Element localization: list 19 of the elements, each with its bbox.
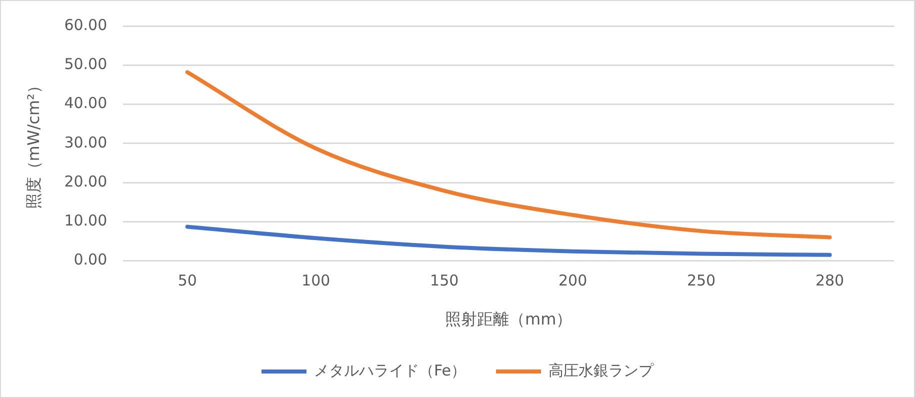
x-axis-title: 照射距離（mm） [444, 310, 572, 329]
x-tick-label: 280 [815, 272, 844, 290]
y-tick-label: 30.00 [64, 133, 108, 152]
x-tick-label: 200 [558, 272, 588, 290]
y-tick-label: 60.00 [64, 16, 108, 34]
y-tick-label: 10.00 [64, 212, 108, 230]
y-axis-title: 照度（mW/cm²） [24, 78, 43, 210]
line-series [185, 224, 832, 257]
y-tick-label: 0.00 [74, 250, 108, 269]
x-tick-label: 100 [302, 272, 330, 290]
y-tick-label: 40.00 [64, 94, 108, 112]
y-tick-label: 50.00 [64, 55, 108, 74]
x-tick-label: 250 [686, 272, 716, 290]
x-tick-label: 50 [178, 272, 197, 290]
line-series [185, 70, 832, 240]
x-tick-label: 150 [430, 272, 459, 290]
y-tick-label: 20.00 [64, 172, 108, 190]
legend-label: 高圧水銀ランプ [548, 361, 655, 380]
legend-label: メタルハライド（Fe） [314, 361, 466, 380]
